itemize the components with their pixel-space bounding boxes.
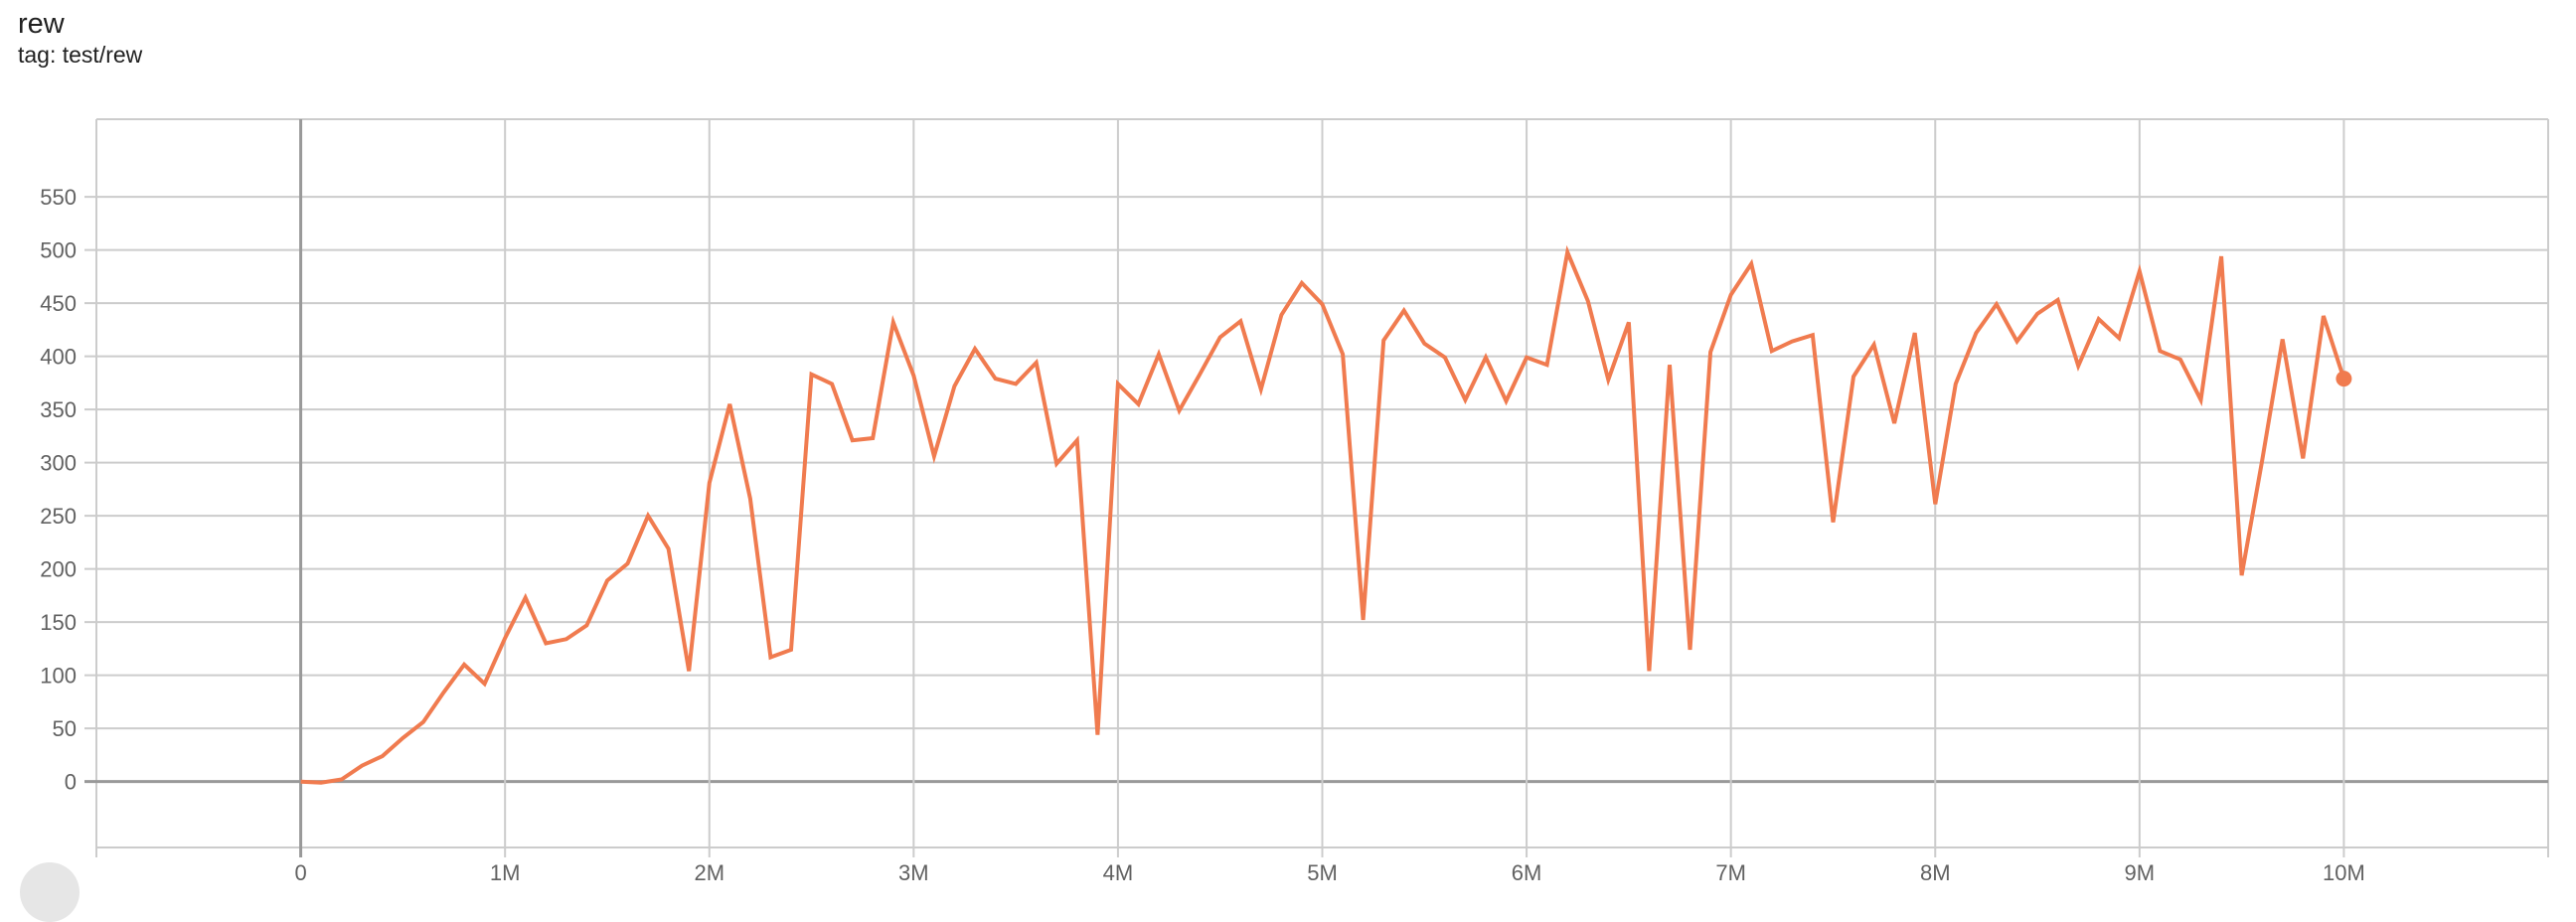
x-tick-label: 8M xyxy=(1920,860,1951,885)
series-line xyxy=(300,244,2346,785)
x-tick-label: 1M xyxy=(490,860,521,885)
x-tick-label: 4M xyxy=(1103,860,1134,885)
y-tick-label: 350 xyxy=(40,397,77,422)
line-chart: 0 50 100 150 200 250 300 350 400 450 500 550 0 1M 2M 3M… xyxy=(40,118,2549,885)
x-tick-label: 5M xyxy=(1307,860,1338,885)
y-tick-label: 250 xyxy=(40,504,77,529)
y-tick-label: 300 xyxy=(40,451,77,476)
x-tick-label: 2M xyxy=(694,860,724,885)
y-tick-label: 0 xyxy=(65,770,77,795)
x-tick-label: 9M xyxy=(2125,860,2156,885)
data-point xyxy=(2335,371,2352,387)
x-tick-label: 0 xyxy=(294,860,306,885)
x-tick-label: 10M xyxy=(2323,860,2365,885)
x-tick-label: 3M xyxy=(898,860,929,885)
x-tick-label: 7M xyxy=(1715,860,1746,885)
y-tick-label: 500 xyxy=(40,238,77,263)
y-tick-label: 100 xyxy=(40,664,77,689)
chart-subtitle: tag: test/rew xyxy=(18,42,143,68)
x-tick-label: 6M xyxy=(1512,860,1542,885)
y-tick-label: 150 xyxy=(40,610,77,635)
y-tick-label: 550 xyxy=(40,185,77,210)
chart-title: rew xyxy=(18,8,65,40)
action-button[interactable] xyxy=(20,862,80,922)
y-tick-label: 200 xyxy=(40,557,77,582)
y-tick-label: 400 xyxy=(40,345,77,370)
y-tick-label: 450 xyxy=(40,291,77,316)
y-tick-label: 50 xyxy=(53,716,77,741)
